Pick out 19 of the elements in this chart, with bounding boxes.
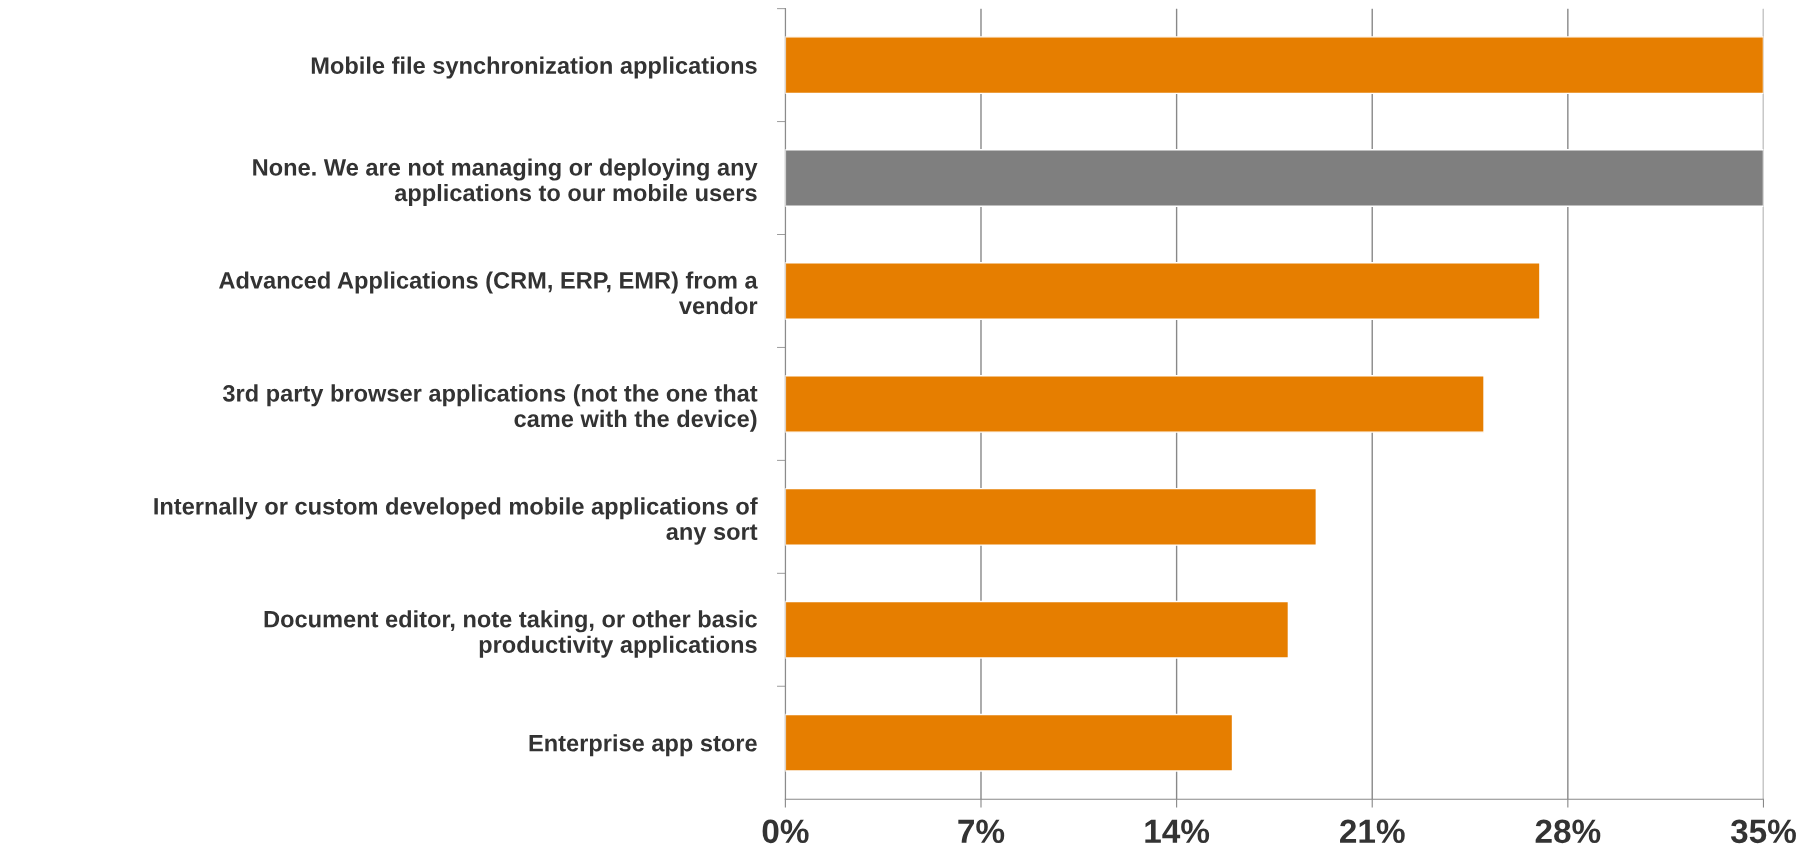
bar	[785, 36, 1764, 95]
y-tick-label: None. We are not managing or deploying any applications to our mobile users	[253, 158, 758, 206]
bar	[785, 262, 1541, 320]
y-tick-label: 3rd party browser applications (not the one that came with the device)	[222, 384, 758, 432]
bar	[785, 713, 1234, 772]
y-tick-label: Enterprise app store	[529, 734, 757, 757]
y-tick-label: Mobile file synchronization applications	[311, 56, 757, 79]
bar	[785, 600, 1290, 659]
bar	[785, 374, 1485, 433]
x-tick-label: 0%	[762, 819, 809, 844]
y-tick-label: Advanced Applications (CRM, ERP, EMR) from a vendor	[219, 271, 758, 315]
x-tick-label: 35%	[1730, 819, 1796, 844]
x-tick-label: 14%	[1145, 819, 1210, 844]
y-tick-label: Document editor, note taking, or other basic productivity applications	[264, 610, 757, 658]
x-tick-label: 28%	[1535, 819, 1601, 844]
y-tick-label: Internally or custom developed mobile applications of any sort	[154, 497, 758, 545]
x-tick-label: 21%	[1340, 819, 1405, 844]
bar	[785, 487, 1318, 546]
x-tick-label: 7%	[958, 819, 1005, 844]
